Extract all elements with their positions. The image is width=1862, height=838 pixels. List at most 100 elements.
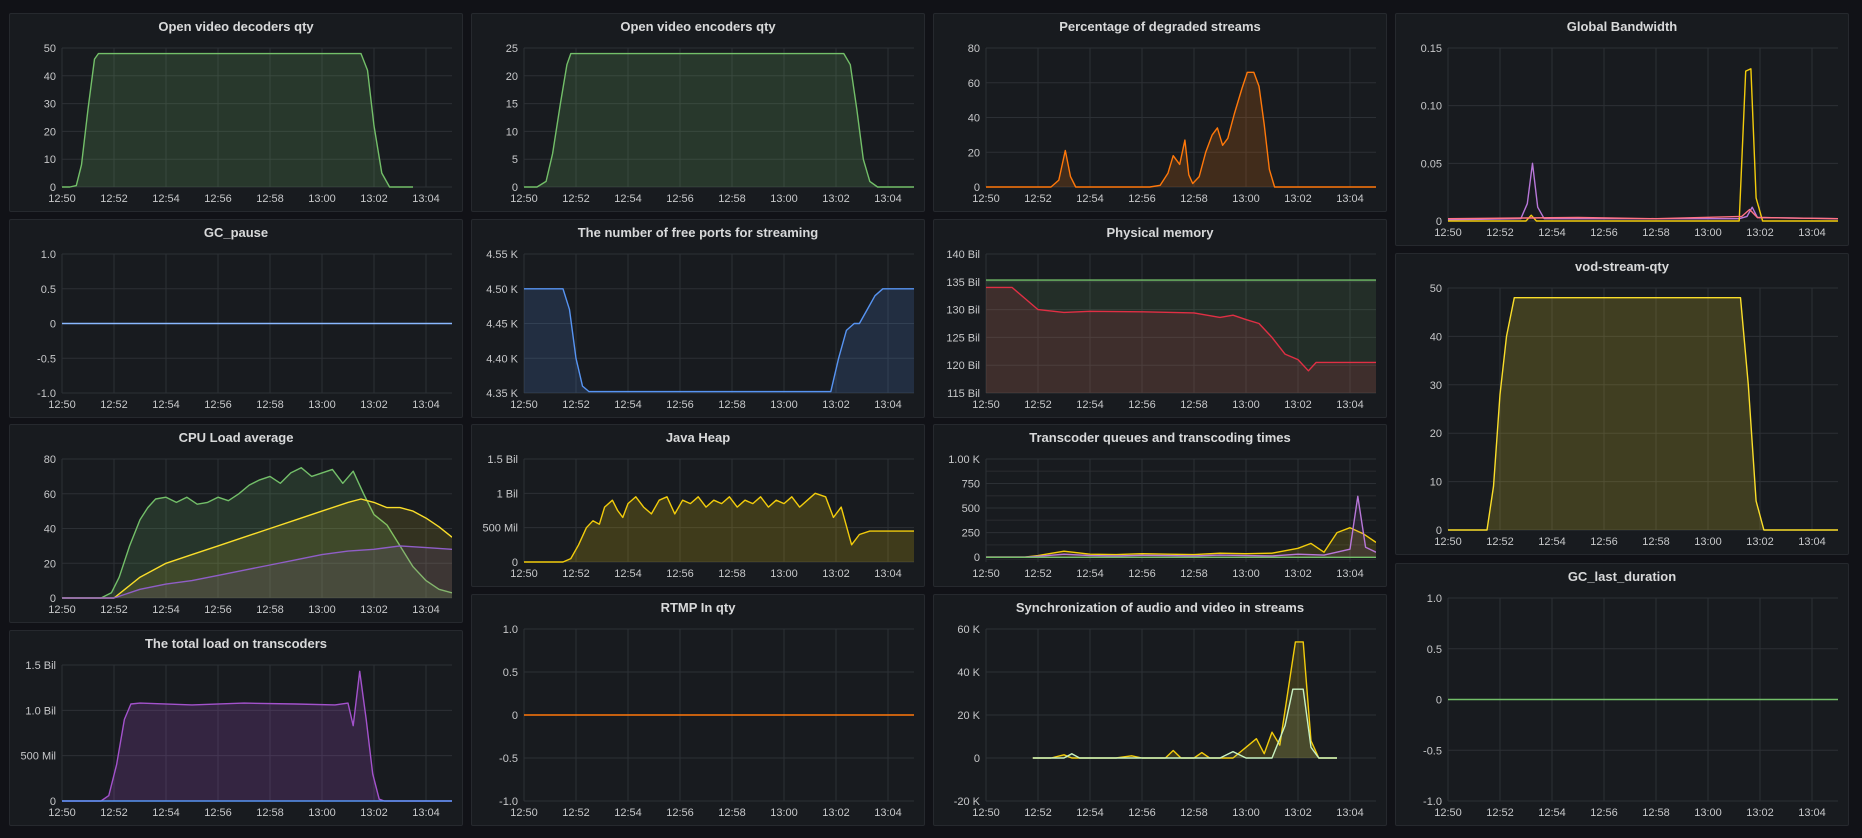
x-tick-label: 12:58 [1180,568,1208,580]
y-tick-label: 60 [44,489,56,501]
panel-title: Percentage of degraded streams [1059,19,1261,34]
y-tick-label: 500 [962,503,980,515]
y-tick-label: 0 [50,182,56,194]
x-tick-label: 12:52 [562,193,590,205]
x-tick-label: 13:02 [822,568,850,580]
y-tick-label: -1.0 [1423,796,1442,808]
series-area-0 [986,280,1376,393]
series-line-0 [1448,297,1838,531]
x-tick-label: 13:02 [1284,807,1312,819]
grid [985,628,1376,802]
chart-svg: 0 500 Mil 1.0 Bil 1.5 Bil 12:50 12:52 12:54 12:… [21,660,452,819]
x-tick-label: 12:58 [1642,807,1670,819]
series-line-0 [524,492,914,563]
x-tick-label: 12:50 [48,399,76,411]
y-tick-label: 0 [50,319,56,331]
panel-open-video-decoders: Open video decoders qty 0 10 20 30 40 50 12:50… [9,13,463,212]
series-group [1448,68,1838,222]
y-tick-label: 1.0 Bil [25,705,56,717]
chart-svg: 0 20 40 60 80 12:50 12:52 12:54 12:56 12:58 13:00 1… [44,454,452,616]
x-tick-label: 12:58 [1180,807,1208,819]
y-tick-label: 130 Bil [946,305,980,317]
x-tick-label: 12:58 [1642,536,1670,548]
chart-svg: -1.0 -0.5 0 0.5 1.0 12:50 12:52 12:54 12:56 12:58… [499,624,914,819]
panel-physical-memory: Physical memory 115 Bil 120 Bil 125 Bil 130… [933,219,1387,418]
x-tick-label: 12:54 [1538,227,1566,239]
y-tick-label: 30 [1430,380,1442,392]
y-tick-label: 1.00 K [948,454,980,466]
y-tick-label: 0.5 [1427,644,1442,656]
y-tick-label: 4.50 K [486,284,518,296]
y-tick-label: 40 [44,71,56,83]
x-tick-label: 12:56 [1128,807,1156,819]
series-line-1 [986,286,1376,372]
y-tick-label: 60 [968,78,980,90]
x-tick-label: 13:02 [1746,807,1774,819]
y-tick-label: 1.0 [1427,593,1442,605]
y-tick-label: 20 [44,558,56,570]
chart-svg: -20 K 0 20 K 40 K 60 K 12:50 12:52 12:54 12:56 12… [954,624,1376,819]
x-tick-label: 12:52 [1024,568,1052,580]
series-group [1032,641,1337,759]
panel-title: vod-stream-qty [1575,259,1669,274]
x-tick-label: 12:58 [718,807,746,819]
x-tick-label: 13:00 [770,807,798,819]
x-tick-label: 13:00 [1232,399,1260,411]
x-tick-label: 12:56 [204,807,232,819]
x-tick-label: 13:04 [1798,536,1826,548]
series-line-1 [1032,688,1337,759]
x-tick-label: 12:50 [1434,807,1462,819]
y-tick-label: 125 Bil [946,332,980,344]
x-tick-label: 13:02 [360,399,388,411]
y-tick-label: 500 Mil [21,751,56,763]
x-tick-label: 12:58 [1642,227,1670,239]
y-tick-label: 1 Bil [497,488,518,500]
y-tick-label: 1.5 Bil [25,660,56,672]
x-tick-label: 12:54 [152,807,180,819]
y-tick-label: 750 [962,479,980,491]
series-group [62,52,413,188]
y-tick-label: 80 [44,454,56,466]
x-tick-label: 13:00 [770,193,798,205]
x-tick-label: 12:50 [972,807,1000,819]
x-tick-label: 12:54 [614,568,642,580]
x-tick-label: 13:02 [360,807,388,819]
y-tick-label: 25 [506,43,518,55]
x-tick-label: 12:50 [48,193,76,205]
y-tick-label: 0.15 [1421,43,1442,55]
series-area-0 [524,493,914,562]
y-tick-label: 20 [506,71,518,83]
y-tick-label: 50 [1430,283,1442,295]
x-tick-label: 12:52 [562,807,590,819]
y-tick-label: 1.0 [503,624,518,636]
x-tick-label: 12:50 [972,193,1000,205]
y-tick-label: 10 [1430,477,1442,489]
y-tick-label: -0.5 [499,753,518,765]
x-tick-label: 13:04 [1798,807,1826,819]
series-area-0 [524,288,914,393]
x-tick-label: 13:02 [822,399,850,411]
y-tick-label: 4.40 K [486,353,518,365]
y-tick-label: 500 Mil [483,523,518,535]
chart-svg: -1.0 -0.5 0 0.5 1.0 12:50 12:52 12:54 12:56 12:58… [37,249,452,411]
x-tick-label: 12:52 [1486,227,1514,239]
y-tick-label: 0 [1436,216,1442,228]
grid [1447,47,1838,222]
series-area-0 [986,527,1376,558]
y-tick-label: 4.55 K [486,249,518,261]
panel-title: Synchronization of audio and video in st… [1015,600,1305,615]
x-tick-label: 12:54 [152,604,180,616]
x-tick-label: 12:58 [718,193,746,205]
x-tick-label: 13:04 [1336,193,1364,205]
x-tick-label: 12:54 [1076,193,1104,205]
x-tick-label: 13:02 [1284,568,1312,580]
x-tick-label: 12:56 [204,604,232,616]
x-tick-label: 12:52 [100,807,128,819]
x-tick-label: 12:56 [204,193,232,205]
x-tick-label: 13:02 [1284,193,1312,205]
series-line-1 [62,498,452,599]
x-tick-label: 13:02 [360,193,388,205]
x-tick-label: 13:00 [1232,568,1260,580]
y-tick-label: 20 [44,126,56,138]
series-group [524,288,914,393]
